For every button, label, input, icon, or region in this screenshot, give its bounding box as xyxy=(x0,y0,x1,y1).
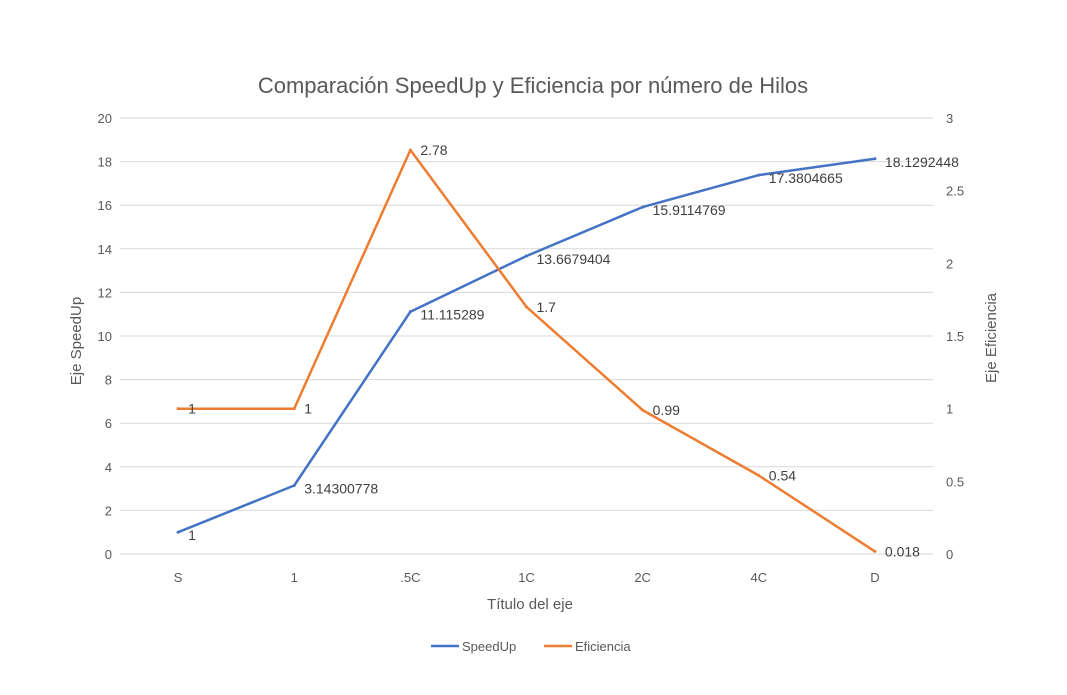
y2-tick-label: 2 xyxy=(946,256,953,271)
legend-eficiencia-label: Eficiencia xyxy=(575,639,631,654)
eficiencia-data-label: 0.54 xyxy=(769,468,796,484)
series-lines xyxy=(176,148,877,553)
eficiencia-point xyxy=(873,549,877,553)
y2-tick-label: 0.5 xyxy=(946,474,964,489)
speedup-point xyxy=(176,530,180,534)
speedup-point xyxy=(873,157,877,161)
eficiencia-data-label: 1.7 xyxy=(537,299,557,315)
x-tick-label: 2C xyxy=(634,570,651,585)
data-labels: 1 3.14300778 11.115289 13.6679404 15.9114769… xyxy=(188,142,959,559)
eficiencia-point xyxy=(176,407,180,411)
speedup-data-label: 17.3804665 xyxy=(769,170,843,186)
y-tick-label: 0 xyxy=(105,547,112,562)
speedup-point xyxy=(757,173,761,177)
y-tick-label: 4 xyxy=(105,460,112,475)
eficiencia-point xyxy=(525,305,528,309)
eficiencia-point xyxy=(408,148,412,152)
y-tick-label: 20 xyxy=(98,111,112,126)
legend-speedup-label: SpeedUp xyxy=(462,639,516,654)
speedup-data-label: 18.1292448 xyxy=(885,154,959,170)
speedup-point xyxy=(525,254,528,258)
y2-axis-ticks: 0 0.5 1 1.5 2 2.5 3 xyxy=(946,111,964,562)
speedup-data-label: 13.6679404 xyxy=(537,251,611,267)
y2-tick-label: 1.5 xyxy=(946,329,964,344)
eficiencia-data-label: 0.018 xyxy=(885,543,920,559)
y-tick-label: 8 xyxy=(105,373,112,388)
y-tick-label: 6 xyxy=(105,416,112,431)
speedup-data-label: 11.115289 xyxy=(420,307,484,323)
y2-tick-label: 2.5 xyxy=(946,184,964,199)
chart-title: Comparación SpeedUp y Eficiencia por núm… xyxy=(258,73,808,98)
y-tick-label: 12 xyxy=(98,285,112,300)
eficiencia-point xyxy=(757,474,761,478)
speedup-point xyxy=(292,483,296,487)
eficiencia-point xyxy=(641,408,645,412)
speedup-data-label: 1 xyxy=(188,527,196,543)
x-tick-label: 1C xyxy=(518,570,535,585)
y-tick-label: 10 xyxy=(98,329,112,344)
eficiencia-data-label: 1 xyxy=(304,401,312,417)
y-tick-label: 14 xyxy=(98,242,112,257)
y2-axis-title: Eje Eficiencia xyxy=(983,292,1000,383)
speedup-data-label: 15.9114769 xyxy=(653,202,726,218)
y-axis-title: Eje SpeedUp xyxy=(68,297,85,385)
eficiencia-data-label: 2.78 xyxy=(420,142,447,158)
eficiencia-point xyxy=(292,407,296,411)
x-axis-ticks: S 1 .5C 1C 2C 4C D xyxy=(174,570,880,585)
y-tick-label: 18 xyxy=(98,155,112,170)
y2-tick-label: 0 xyxy=(946,547,953,562)
eficiencia-data-label: 0.99 xyxy=(653,402,680,418)
y2-tick-label: 1 xyxy=(946,402,953,417)
x-tick-label: D xyxy=(870,570,879,585)
speedup-point xyxy=(641,205,645,209)
x-tick-label: S xyxy=(174,570,183,585)
y-axis-ticks: 0 2 4 6 8 10 12 14 16 18 20 xyxy=(98,111,112,562)
x-axis-title: Título del eje xyxy=(487,596,573,613)
y-tick-label: 2 xyxy=(105,503,112,518)
y-tick-label: 16 xyxy=(98,198,112,213)
y2-tick-label: 3 xyxy=(946,111,953,126)
eficiencia-data-label: 1 xyxy=(188,401,196,417)
gridlines xyxy=(120,117,933,555)
x-tick-label: 1 xyxy=(291,570,298,585)
speedup-data-label: 3.14300778 xyxy=(304,480,378,496)
x-tick-label: .5C xyxy=(400,570,420,585)
x-tick-label: 4C xyxy=(750,570,767,585)
legend: SpeedUp Eficiencia xyxy=(431,639,631,654)
speedup-point xyxy=(408,310,412,314)
